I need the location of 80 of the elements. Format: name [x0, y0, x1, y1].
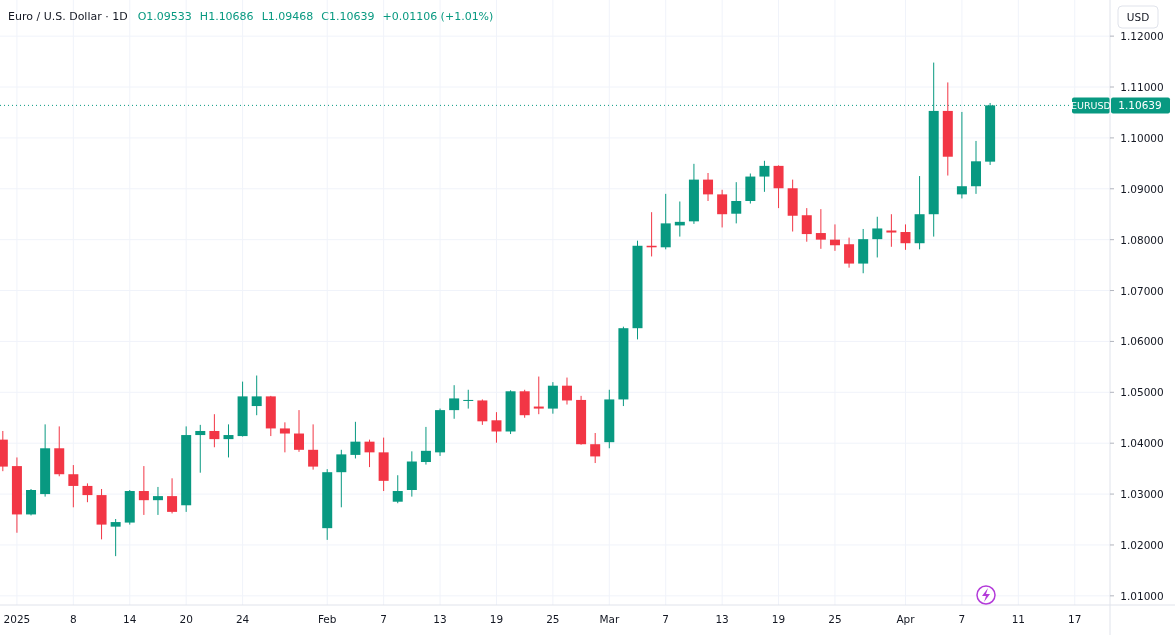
x-tick-label: 14	[123, 613, 137, 625]
annotation: H1.10686	[199, 10, 254, 23]
candlestick	[420, 426, 431, 466]
candlestick	[138, 465, 149, 516]
candlestick	[717, 189, 728, 228]
candlestick	[308, 423, 319, 471]
candlestick	[759, 160, 770, 193]
ref-line-label: EURUSD	[1071, 100, 1111, 112]
candlestick	[547, 381, 558, 415]
candlestick	[152, 486, 163, 516]
candlestick	[533, 376, 544, 415]
y-axis-title: USD	[1126, 11, 1150, 23]
y-tick-label: 1.12000	[1120, 30, 1164, 43]
x-tick-label: 25	[828, 613, 842, 625]
candlestick	[336, 449, 347, 508]
candlestick	[294, 409, 305, 453]
x-tick-label: Feb	[317, 613, 337, 625]
annotation: O1.09533	[137, 10, 192, 23]
y-tick-label: 1.03000	[1120, 488, 1164, 501]
x-tick-label: 7	[958, 613, 966, 625]
candlestick	[364, 439, 375, 468]
x-tick-label: 19	[489, 613, 504, 625]
y-tick-label: 1.02000	[1120, 538, 1164, 551]
x-tick-label: 24	[235, 613, 250, 625]
y-tick-label: 1.07000	[1120, 284, 1164, 297]
annotation: +0.01106 (+1.01%)	[382, 10, 494, 23]
candlestick	[68, 464, 79, 508]
x-tick-label: 17	[1068, 613, 1082, 625]
candlestick	[209, 413, 220, 448]
candlestick	[82, 482, 93, 503]
x-tick-label: 8	[70, 613, 77, 625]
candlestick	[167, 477, 178, 514]
candlestick	[449, 384, 460, 420]
candlestick	[703, 172, 714, 202]
candlestick	[350, 421, 361, 459]
candlestick	[392, 474, 403, 504]
candlestick	[660, 193, 671, 250]
y-tick-label: 1.09000	[1120, 182, 1164, 195]
candlestick	[773, 164, 784, 209]
candlestick	[561, 377, 572, 406]
y-tick-label: 1.01000	[1120, 589, 1164, 602]
x-tick-label: 2025	[3, 613, 31, 625]
candlestick	[900, 223, 911, 251]
annotation: C1.10639	[321, 10, 375, 23]
candlestick	[590, 432, 601, 464]
x-tick-label: 7	[380, 613, 387, 625]
y-tick-label: 1.08000	[1120, 233, 1164, 246]
candlestick	[815, 208, 826, 250]
candlestick	[886, 213, 897, 248]
candlestick	[477, 398, 488, 426]
x-tick-label: 7	[662, 613, 670, 625]
candlestick	[844, 237, 855, 269]
x-tick-label: 19	[771, 613, 786, 625]
candlestick	[279, 421, 290, 453]
y-tick-label: 1.11000	[1120, 81, 1164, 94]
candlestick	[731, 181, 742, 224]
text: Euro / U.S. Dollar · 1D	[8, 10, 128, 23]
x-tick-label: 11	[1011, 613, 1026, 625]
annotation: L1.09468	[261, 10, 314, 23]
x-tick-label: Apr	[896, 613, 916, 625]
y-tick-label: 1.05000	[1120, 386, 1164, 399]
x-tick-label: Mar	[599, 613, 620, 625]
candlestick	[463, 389, 474, 410]
x-tick-label: 13	[715, 613, 729, 625]
y-tick-label: 1.10000	[1120, 131, 1164, 144]
candlestick	[491, 411, 502, 444]
text: 1.10639	[1118, 99, 1162, 112]
x-tick-label: 13	[433, 613, 447, 625]
candlestick	[110, 518, 121, 557]
candlestick	[223, 423, 234, 458]
candlestick	[801, 207, 812, 243]
candlestick	[519, 389, 530, 419]
x-tick-label: 20	[179, 613, 193, 625]
y-tick-label: 1.04000	[1120, 437, 1164, 450]
candlestick	[195, 424, 206, 474]
x-tick-label: 25	[546, 613, 560, 625]
y-tick-label: 1.06000	[1120, 335, 1164, 348]
candlestick	[872, 216, 883, 258]
candlestick	[251, 375, 262, 416]
candlestick	[956, 111, 967, 199]
